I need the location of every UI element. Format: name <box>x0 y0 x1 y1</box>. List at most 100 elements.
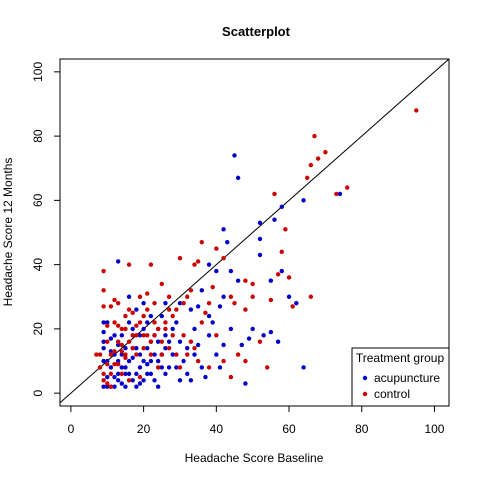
data-point-control <box>119 349 125 354</box>
data-point-acupuncture <box>257 236 263 242</box>
data-point-control <box>210 284 215 290</box>
data-point-acupuncture <box>181 358 186 364</box>
data-point-control <box>170 333 175 338</box>
data-point-acupuncture <box>217 365 223 370</box>
data-point-acupuncture <box>279 204 284 209</box>
data-point-control <box>214 246 219 251</box>
data-point-control <box>123 352 128 357</box>
data-point-control <box>101 371 106 377</box>
data-point-control <box>145 291 150 296</box>
data-point-control <box>308 294 314 299</box>
data-point-control <box>108 371 114 377</box>
data-point-control <box>152 320 157 325</box>
data-point-acupuncture <box>108 365 114 370</box>
data-point-control <box>159 281 164 287</box>
data-point-control <box>105 381 110 386</box>
reference-line-layer <box>59 58 450 404</box>
data-point-acupuncture <box>126 358 132 364</box>
data-point-control <box>108 352 114 357</box>
data-point-acupuncture <box>159 313 164 319</box>
data-point-control <box>145 307 150 312</box>
data-point-acupuncture <box>123 371 128 377</box>
data-point-acupuncture <box>275 339 281 344</box>
data-point-control <box>323 149 328 155</box>
data-point-acupuncture <box>126 294 132 299</box>
data-point-acupuncture <box>105 358 110 364</box>
data-point-control <box>134 323 139 328</box>
data-point-acupuncture <box>199 365 204 370</box>
data-point-control <box>152 333 157 338</box>
data-point-control <box>221 256 226 261</box>
data-point-acupuncture <box>155 339 161 344</box>
y-tick-label: 20 <box>31 322 45 336</box>
data-point-control <box>195 358 201 364</box>
data-point-acupuncture <box>272 217 277 222</box>
data-point-control <box>305 175 310 181</box>
data-point-control <box>123 326 128 332</box>
data-point-control <box>174 307 179 312</box>
data-point-control <box>192 345 197 351</box>
y-tick-label: 60 <box>31 193 45 207</box>
data-point-control <box>243 358 248 364</box>
data-point-control <box>181 333 186 338</box>
data-point-control <box>130 333 135 338</box>
series-control <box>94 108 419 389</box>
data-point-control <box>203 310 208 316</box>
legend-box <box>351 347 450 407</box>
data-point-acupuncture <box>148 313 154 319</box>
data-point-control <box>163 326 168 332</box>
data-point-acupuncture <box>185 345 190 351</box>
data-point-acupuncture <box>199 288 204 293</box>
data-point-acupuncture <box>188 378 194 383</box>
data-point-control <box>312 133 317 139</box>
data-point-control <box>130 345 135 351</box>
data-point-acupuncture <box>268 329 274 335</box>
data-point-control <box>137 294 143 299</box>
data-point-control <box>265 365 270 370</box>
data-point-control <box>206 300 212 306</box>
data-point-control <box>123 313 128 319</box>
data-point-acupuncture <box>166 339 172 344</box>
data-point-control <box>214 333 219 338</box>
data-point-control <box>145 333 150 338</box>
data-point-acupuncture <box>159 365 164 370</box>
data-point-acupuncture <box>115 259 121 264</box>
data-point-control <box>195 259 201 264</box>
data-point-acupuncture <box>195 342 201 348</box>
data-point-acupuncture <box>141 358 146 364</box>
data-point-control <box>141 345 146 351</box>
data-point-acupuncture <box>214 352 219 357</box>
data-point-acupuncture <box>145 371 150 377</box>
data-point-acupuncture <box>188 307 194 312</box>
data-point-acupuncture <box>101 320 106 325</box>
data-point-acupuncture <box>185 371 190 377</box>
data-point-control <box>334 191 339 197</box>
legend-marker-acupuncture <box>362 375 368 381</box>
data-point-control <box>206 365 212 370</box>
data-point-control <box>286 275 292 280</box>
data-point-control <box>101 378 106 383</box>
data-point-control <box>199 239 204 245</box>
data-point-acupuncture <box>235 278 241 283</box>
data-point-control <box>94 352 99 357</box>
data-point-control <box>279 249 284 254</box>
data-point-control <box>272 191 277 197</box>
data-points-layer <box>94 108 419 389</box>
y-tick-label: 0 <box>31 389 45 396</box>
data-point-control <box>192 262 197 267</box>
data-point-control <box>112 349 117 354</box>
data-point-acupuncture <box>101 358 106 364</box>
data-point-acupuncture <box>163 300 168 306</box>
data-point-acupuncture <box>163 371 168 377</box>
data-point-control <box>97 365 103 370</box>
data-point-acupuncture <box>145 345 150 351</box>
data-point-control <box>414 108 419 113</box>
data-point-acupuncture <box>148 371 154 377</box>
x-tick-label: 20 <box>137 422 151 436</box>
data-point-acupuncture <box>137 333 143 338</box>
legend-label-acupuncture: acupuncture <box>374 371 440 385</box>
data-point-acupuncture <box>134 307 139 312</box>
data-point-acupuncture <box>105 374 110 380</box>
data-point-acupuncture <box>337 191 343 197</box>
data-point-acupuncture <box>141 326 146 332</box>
